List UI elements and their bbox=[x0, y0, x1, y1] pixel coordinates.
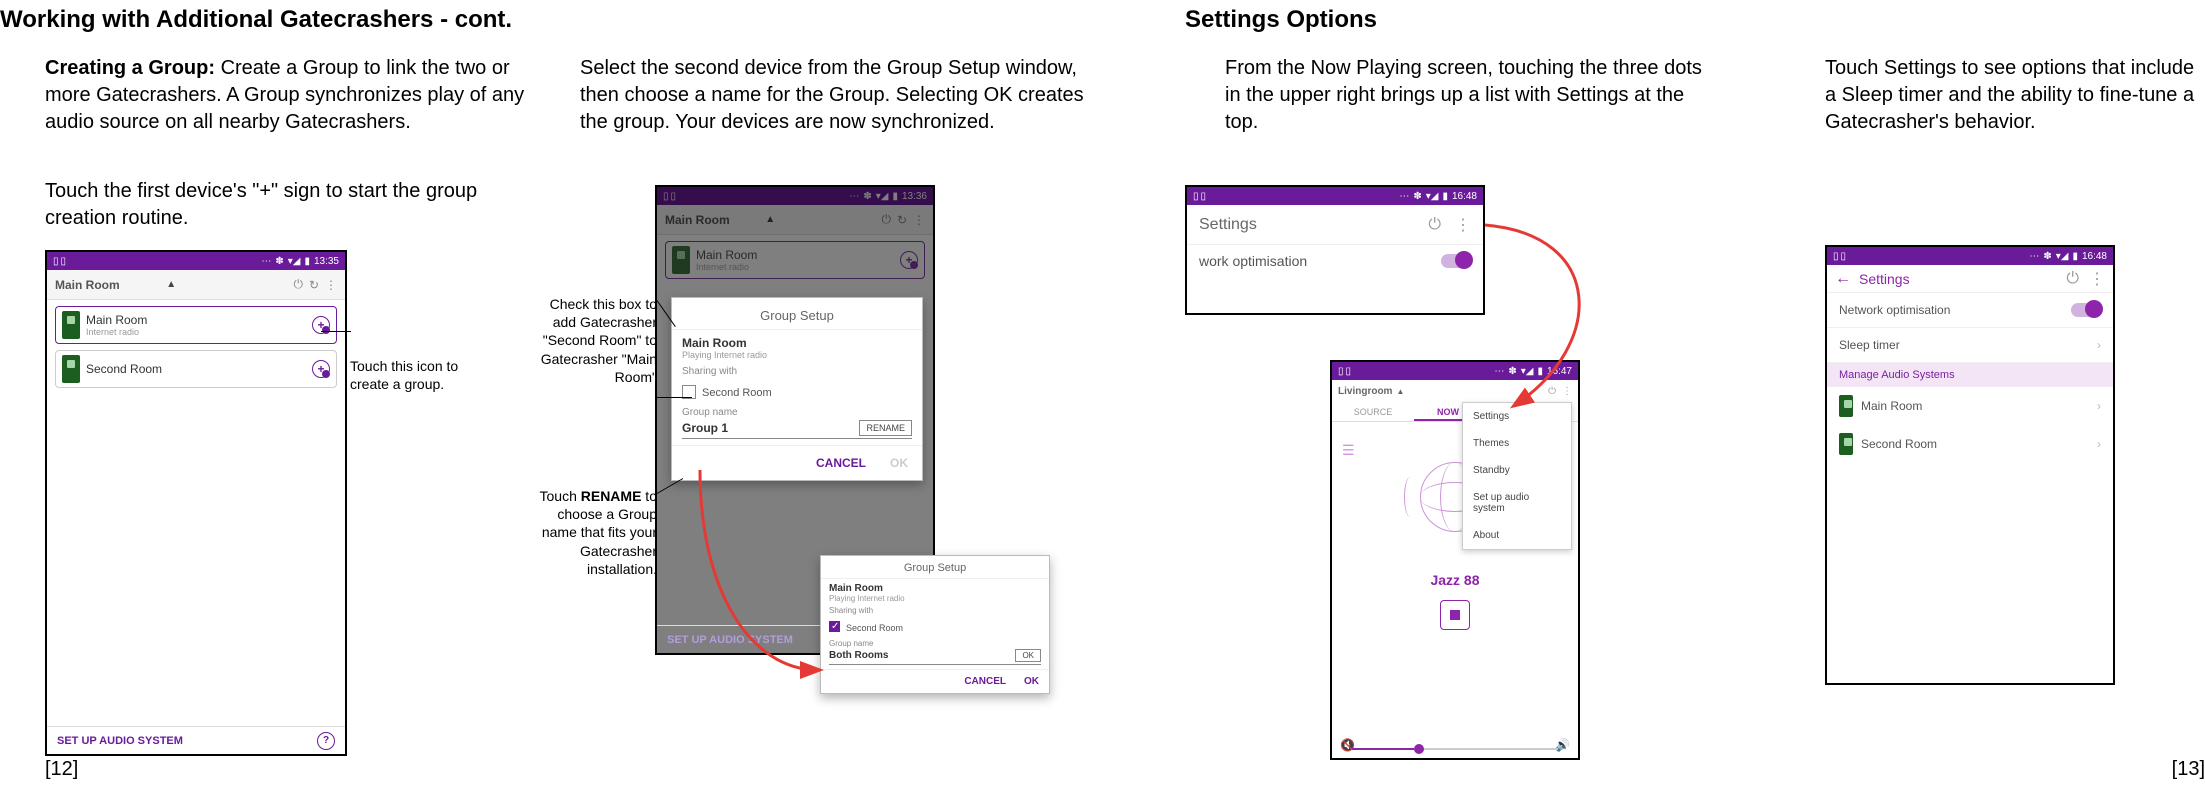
ok-small-button[interactable]: OK bbox=[1015, 649, 1041, 662]
device-name: Main Room bbox=[86, 313, 306, 327]
dialog-title: Group Setup bbox=[672, 298, 922, 330]
cancel-button[interactable]: CANCEL bbox=[964, 676, 1006, 687]
manage-audio-section: Manage Audio Systems bbox=[1827, 363, 2113, 387]
time: 16:48 bbox=[2082, 251, 2107, 262]
cancel-button[interactable]: CANCEL bbox=[816, 456, 866, 470]
device-card-main[interactable]: Main Room Internet radio bbox=[55, 306, 337, 344]
menu-about[interactable]: About bbox=[1463, 522, 1571, 549]
page-heading-right: Settings Options bbox=[1185, 6, 1377, 34]
statusbar: ▯▯ ⋯✽▾◢▮ 16:48 bbox=[1827, 247, 2113, 265]
menu-standby[interactable]: Standby bbox=[1463, 457, 1571, 484]
time: 13:35 bbox=[314, 256, 339, 267]
device-icon bbox=[62, 355, 80, 383]
chevron-right-icon: › bbox=[2097, 437, 2101, 451]
chevron-up-icon: ▲ bbox=[166, 279, 176, 290]
info-icon[interactable]: ? bbox=[317, 732, 335, 750]
back-icon[interactable]: ← bbox=[1835, 270, 1851, 288]
toggle-switch[interactable] bbox=[2071, 303, 2101, 317]
setup-audio-link[interactable]: SET UP AUDIO SYSTEM ? bbox=[47, 726, 345, 754]
room-label: Main Room bbox=[1861, 399, 1922, 413]
audio-row-main[interactable]: Main Room › bbox=[1827, 387, 2113, 425]
group-name-label: Group name bbox=[682, 407, 912, 418]
col4-para: Touch Settings to see options that inclu… bbox=[1825, 55, 2205, 136]
track-name: Jazz 88 bbox=[1332, 572, 1578, 588]
menu-setup[interactable]: Set up audio system bbox=[1463, 484, 1571, 522]
settings-phone: ▯▯ ⋯✽▾◢▮ 16:48 ← Settings ⏻ ⋮ Network op… bbox=[1825, 245, 2115, 685]
room-label: Livingroom bbox=[1338, 386, 1392, 397]
more-icon[interactable]: ⋮ bbox=[2089, 269, 2105, 289]
col3-para: From the Now Playing screen, touching th… bbox=[1225, 55, 1715, 136]
network-opt-row[interactable]: work optimisation bbox=[1187, 245, 1483, 277]
settings-crop-phone: ▯▯ ⋯✽▾◢▮ 16:48 Settings ⏻ ⋮ work optimis… bbox=[1185, 185, 1485, 315]
ok-button[interactable]: OK bbox=[1024, 676, 1039, 687]
statusbar: ▯▯ ⋯✽▾◢▮ 13:35 bbox=[47, 252, 345, 270]
annotation-line bbox=[321, 331, 351, 332]
list-icon[interactable]: ☰ bbox=[1342, 442, 1355, 459]
setup-audio-label: SET UP AUDIO SYSTEM bbox=[57, 735, 183, 747]
annotation-create-group: Touch this icon to create a group. bbox=[350, 357, 480, 393]
network-opt-row[interactable]: Network optimisation bbox=[1827, 293, 2113, 328]
sleep-timer-row[interactable]: Sleep timer › bbox=[1827, 328, 2113, 363]
ok-button-disabled: OK bbox=[890, 456, 908, 470]
device-icon bbox=[62, 311, 80, 339]
annotation-check-box: Check this box to add Gatecrasher "Secon… bbox=[527, 295, 657, 386]
audio-row-second[interactable]: Second Room › bbox=[1827, 425, 2113, 463]
menu-themes[interactable]: Themes bbox=[1463, 430, 1571, 457]
page-number-left: [12] bbox=[45, 758, 78, 781]
settings-title: Settings bbox=[1199, 216, 1428, 234]
annotation-rename: Touch RENAME to choose a Group name that… bbox=[527, 487, 657, 578]
power-icon[interactable]: ⏻ bbox=[1428, 216, 1441, 234]
statusbar: ▯▯ ⋯✽▾◢▮ 16:48 bbox=[1187, 187, 1483, 205]
settings-header: ← Settings ⏻ ⋮ bbox=[1827, 265, 2113, 293]
page-number-right: [13] bbox=[2172, 758, 2205, 781]
sharing-label: Sharing with bbox=[682, 366, 912, 377]
annotation-line bbox=[657, 397, 692, 398]
device-icon bbox=[1839, 395, 1853, 417]
chevron-right-icon: › bbox=[2097, 399, 2101, 413]
red-arrow-2 bbox=[1455, 225, 1655, 425]
rename-button[interactable]: RENAME bbox=[859, 420, 912, 436]
dialog-main-room: Main Room bbox=[682, 336, 912, 350]
power-icon[interactable]: ⏻ bbox=[293, 277, 303, 292]
tab-source[interactable]: SOURCE bbox=[1332, 402, 1414, 421]
add-group-icon[interactable] bbox=[312, 360, 330, 378]
col2-para: Select the second device from the Group … bbox=[580, 55, 1090, 136]
volume-slider[interactable] bbox=[1352, 748, 1558, 750]
settings-title: Settings bbox=[1859, 271, 2066, 287]
page-heading-left: Working with Additional Gatecrashers - c… bbox=[0, 6, 512, 34]
room-label: Second Room bbox=[1861, 437, 1937, 451]
appbar: Main Room ▲ ⏻ ↻ ⋮ bbox=[47, 270, 345, 300]
col1-bold: Creating a Group: bbox=[45, 57, 215, 79]
stop-button[interactable] bbox=[1440, 600, 1470, 630]
group-name-row: Group 1 RENAME bbox=[682, 420, 912, 439]
sleep-label: Sleep timer bbox=[1839, 338, 1900, 352]
netopt-label: Network optimisation bbox=[1839, 303, 1950, 317]
refresh-icon[interactable]: ↻ bbox=[309, 278, 319, 292]
device-name: Second Room bbox=[86, 362, 306, 376]
group-setup-dialog: Group Setup Main Room Playing Internet r… bbox=[671, 297, 923, 481]
device-card-second[interactable]: Second Room bbox=[55, 350, 337, 388]
col1-para2: Touch the first device's "+" sign to sta… bbox=[45, 178, 525, 232]
col1-para1: Creating a Group: Create a Group to link… bbox=[45, 55, 525, 136]
chevron-right-icon: › bbox=[2097, 338, 2101, 352]
appbar-title: Main Room bbox=[55, 278, 160, 292]
dialog-sub: Playing Internet radio bbox=[682, 350, 912, 360]
device-sub: Internet radio bbox=[86, 327, 306, 337]
netopt-label: work optimisation bbox=[1199, 253, 1307, 269]
device-icon bbox=[1839, 433, 1853, 455]
second-room-label: Second Room bbox=[702, 387, 772, 399]
group-name-value: Group 1 bbox=[682, 421, 859, 435]
more-icon[interactable]: ⋮ bbox=[325, 278, 337, 292]
power-icon[interactable]: ⏻ bbox=[2066, 270, 2079, 288]
phone1: ▯▯ ⋯✽▾◢▮ 13:35 Main Room ▲ ⏻ ↻ ⋮ Main Ro… bbox=[45, 250, 347, 756]
red-arrow bbox=[690, 470, 890, 700]
time: 16:48 bbox=[1452, 191, 1477, 202]
